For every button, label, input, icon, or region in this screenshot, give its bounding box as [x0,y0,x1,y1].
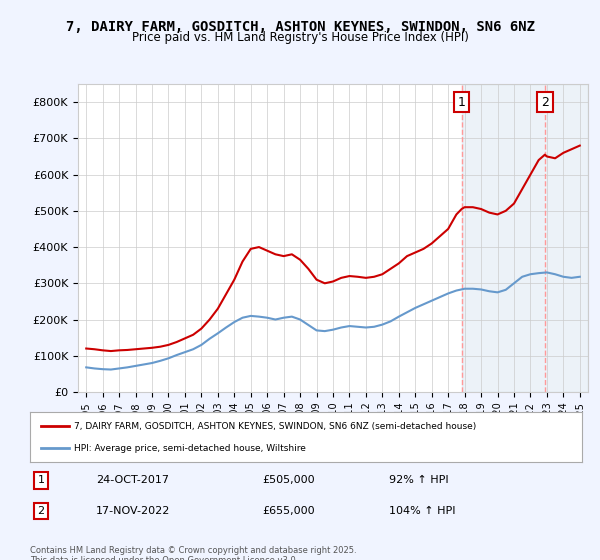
Text: £655,000: £655,000 [262,506,314,516]
Text: Contains HM Land Registry data © Crown copyright and database right 2025.
This d: Contains HM Land Registry data © Crown c… [30,546,356,560]
Text: 1: 1 [458,96,466,109]
Text: 2: 2 [541,96,549,109]
Bar [461,84,588,392]
Text: Price paid vs. HM Land Registry's House Price Index (HPI): Price paid vs. HM Land Registry's House … [131,31,469,44]
Text: 7, DAIRY FARM, GOSDITCH, ASHTON KEYNES, SWINDON, SN6 6NZ (semi-detached house): 7, DAIRY FARM, GOSDITCH, ASHTON KEYNES, … [74,422,476,431]
Text: 24-OCT-2017: 24-OCT-2017 [96,475,169,485]
Text: HPI: Average price, semi-detached house, Wiltshire: HPI: Average price, semi-detached house,… [74,445,306,454]
Text: 7, DAIRY FARM, GOSDITCH, ASHTON KEYNES, SWINDON, SN6 6NZ: 7, DAIRY FARM, GOSDITCH, ASHTON KEYNES, … [65,20,535,34]
Text: £505,000: £505,000 [262,475,314,485]
Text: 17-NOV-2022: 17-NOV-2022 [96,506,170,516]
Text: 104% ↑ HPI: 104% ↑ HPI [389,506,455,516]
Text: 2: 2 [37,506,44,516]
Text: 92% ↑ HPI: 92% ↑ HPI [389,475,448,485]
Text: 1: 1 [38,475,44,485]
